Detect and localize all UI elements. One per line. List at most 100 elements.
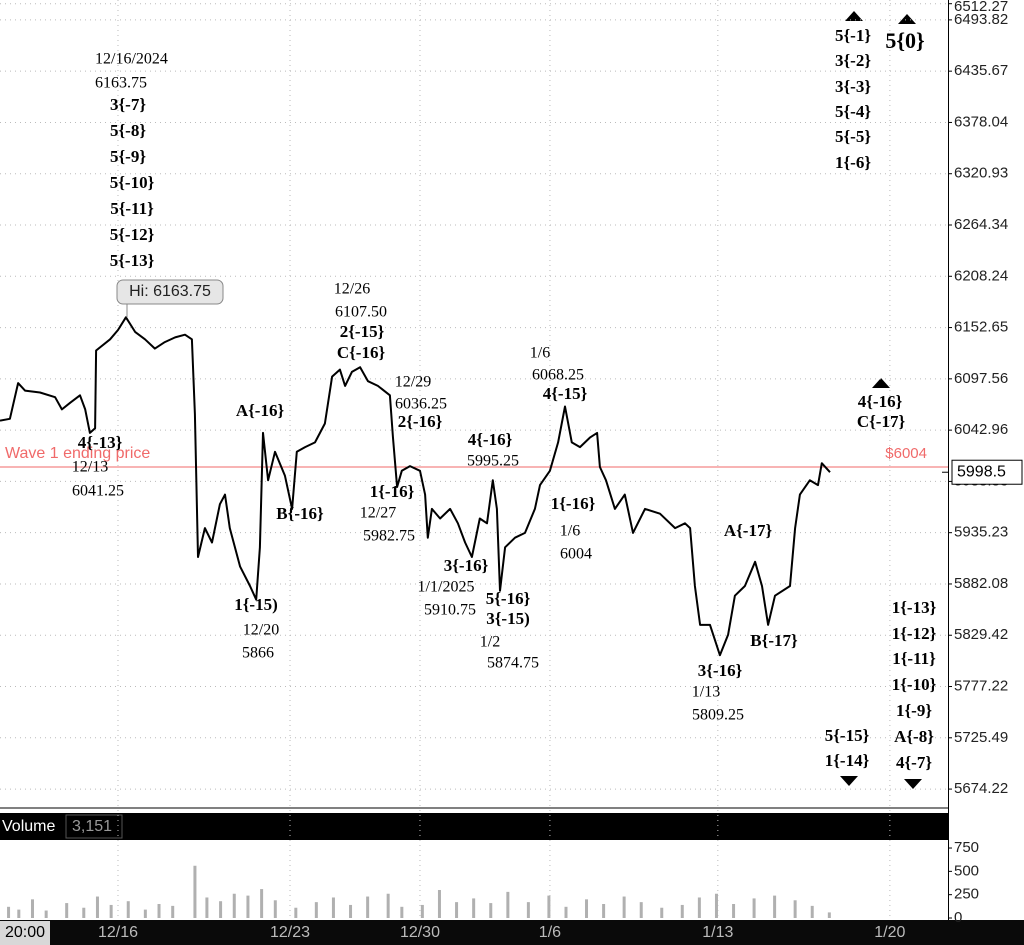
annotation: 2{-15} (340, 322, 385, 341)
down-marker (840, 776, 858, 786)
annotation: 6163.75 (95, 75, 147, 92)
annotation: 1{-13} (892, 598, 937, 617)
volume-bar (752, 898, 756, 918)
annotation: 1/6 (530, 345, 550, 362)
annotation: 3{-16} (698, 661, 743, 680)
volume-bar (732, 904, 736, 918)
annotation: 5{-12} (110, 225, 155, 244)
annotation: 5{-8} (110, 121, 146, 140)
annotation: 1{-12} (892, 624, 937, 643)
volume-bar (386, 893, 390, 918)
annotation: 4{-16} (468, 430, 513, 449)
volume-bar (680, 904, 684, 918)
y-tick-label: 5935.23 (954, 524, 1008, 541)
volume-y-tick-label: 250 (954, 886, 979, 903)
volume-bar (126, 901, 130, 918)
annotation: 5{-16} (486, 589, 531, 608)
up-marker (872, 378, 890, 388)
annotation: 12/16/2024 (95, 51, 168, 68)
volume-bar (793, 900, 797, 918)
y-tick-label: 6320.93 (954, 165, 1008, 182)
annotation: A{-8} (894, 727, 934, 746)
annotation: 1{-10} (892, 675, 937, 694)
y-tick-label: 6208.24 (954, 267, 1008, 284)
volume-bar (157, 904, 161, 918)
down-marker (904, 779, 922, 789)
volume-bar (639, 902, 643, 918)
y-tick-label: 5882.08 (954, 575, 1008, 592)
volume-bar (585, 899, 589, 918)
cursor-time-box (0, 921, 50, 945)
y-tick-label: 6512.27 (954, 0, 1008, 15)
annotation: 5866 (242, 645, 274, 662)
y-tick-label: 5777.22 (954, 677, 1008, 694)
y-tick-label: 6435.67 (954, 62, 1008, 79)
y-tick-label: 5829.42 (954, 626, 1008, 643)
annotation: 4{-16} (858, 392, 903, 411)
volume-y-tick-label: 750 (954, 839, 979, 856)
y-tick-label: 6493.82 (954, 11, 1008, 28)
annotation: A{-16} (236, 401, 285, 420)
volume-bar (349, 904, 353, 918)
volume-bar (294, 907, 298, 918)
up-marker (845, 11, 863, 21)
volume-bar (526, 902, 530, 918)
x-tick-label: 12/23 (270, 924, 310, 941)
last-price: 5998.5 (957, 463, 1006, 480)
x-axis-strip (0, 920, 1024, 945)
volume-bar (17, 909, 21, 918)
y-tick-label: 5725.49 (954, 729, 1008, 746)
annotation: 5{-11} (110, 199, 154, 218)
annotation: 6068.25 (532, 367, 584, 384)
volume-bar (400, 906, 404, 918)
volume-bar (714, 893, 718, 918)
volume-bar (489, 903, 493, 918)
annotation: 12/27 (360, 505, 396, 522)
price-line (0, 316, 831, 657)
volume-bar (65, 903, 69, 918)
annotation: 3{-16} (444, 556, 489, 575)
annotation: 3{-15) (486, 609, 530, 628)
volume-bar (95, 896, 99, 918)
volume-bar (420, 904, 424, 918)
annotation: 6036.25 (395, 396, 447, 413)
y-tick-label: 6042.96 (954, 421, 1008, 438)
volume-bar (143, 909, 147, 918)
volume-bar (660, 907, 664, 918)
annotation: 1{-11} (892, 649, 936, 668)
annotation: 2{-16} (398, 412, 443, 431)
annotation: 3{-7} (110, 95, 146, 114)
y-tick-label: 6264.34 (954, 216, 1008, 233)
volume-bar (205, 897, 209, 918)
y-tick-label: 5674.22 (954, 780, 1008, 797)
annotation: 5{-1} (835, 26, 871, 45)
x-tick-label: 12/30 (400, 924, 440, 941)
volume-bar (773, 895, 777, 918)
volume-y-tick-label: 500 (954, 862, 979, 879)
volume-bar (455, 902, 459, 918)
annotation: 5{-10} (110, 173, 155, 192)
volume-bar (219, 901, 223, 918)
volume-bar (246, 895, 250, 918)
annotation: 1/6 (560, 523, 580, 540)
volume-bar (193, 865, 197, 918)
annotation: 4{-15} (543, 384, 588, 403)
annotation: 12/20 (243, 622, 279, 639)
reference-label: Wave 1 ending price (5, 445, 150, 462)
annotation: 5{-4} (835, 102, 871, 121)
volume-bar (44, 910, 48, 918)
volume-bar (7, 906, 11, 918)
annotation: 5{-13} (110, 251, 155, 270)
annotation: 5809.25 (692, 707, 744, 724)
volume-bar (472, 898, 476, 918)
y-tick-label: 6097.56 (954, 370, 1008, 387)
volume-header (0, 813, 948, 840)
cursor-time: 20:00 (5, 924, 45, 941)
annotation: 1/13 (692, 684, 720, 701)
volume-value-box (65, 814, 123, 839)
volume-bar (366, 896, 370, 918)
annotation: 1{-16} (551, 494, 596, 513)
annotation: 5{-9} (110, 147, 146, 166)
